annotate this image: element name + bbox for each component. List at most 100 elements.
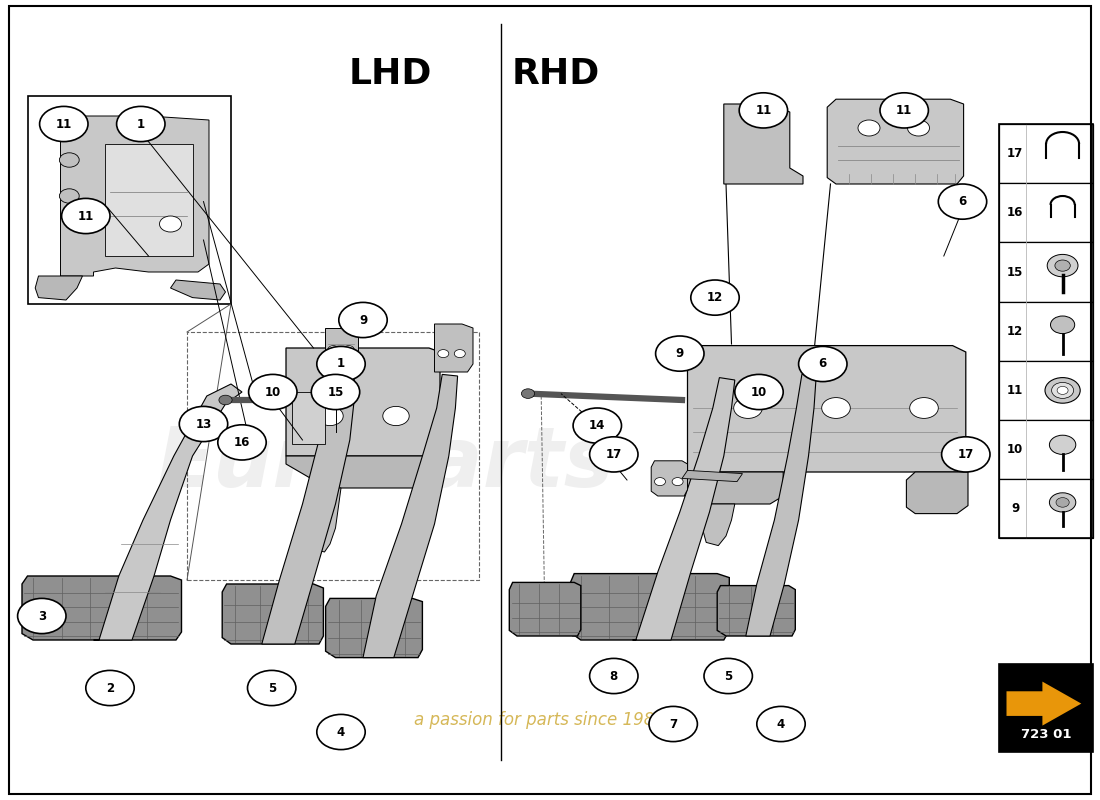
Circle shape <box>59 189 79 203</box>
Circle shape <box>739 93 788 128</box>
Circle shape <box>339 302 387 338</box>
Polygon shape <box>170 280 226 300</box>
Text: 9: 9 <box>1011 502 1020 515</box>
Circle shape <box>521 389 535 398</box>
Text: 15: 15 <box>328 386 343 398</box>
Bar <box>999 420 1093 479</box>
Circle shape <box>590 658 638 694</box>
Circle shape <box>454 350 465 358</box>
Polygon shape <box>1006 682 1081 726</box>
Circle shape <box>72 212 94 228</box>
Text: 17: 17 <box>1008 147 1023 160</box>
Text: 13: 13 <box>196 418 211 430</box>
Polygon shape <box>827 99 964 184</box>
Text: 12: 12 <box>1008 325 1023 338</box>
Circle shape <box>704 658 752 694</box>
Circle shape <box>218 425 266 460</box>
Circle shape <box>799 346 847 382</box>
Circle shape <box>1057 386 1068 394</box>
Circle shape <box>62 198 110 234</box>
Circle shape <box>1049 435 1076 454</box>
Circle shape <box>1052 382 1074 398</box>
Text: 17: 17 <box>958 448 974 461</box>
Text: 9: 9 <box>359 314 367 326</box>
Circle shape <box>672 478 683 486</box>
Circle shape <box>59 153 79 167</box>
Circle shape <box>317 714 365 750</box>
Circle shape <box>649 706 697 742</box>
Bar <box>187 332 478 580</box>
Circle shape <box>822 398 850 418</box>
Circle shape <box>656 336 704 371</box>
Circle shape <box>1045 378 1080 403</box>
Text: 16: 16 <box>234 436 250 449</box>
Polygon shape <box>60 116 209 276</box>
Text: 10: 10 <box>1008 443 1023 456</box>
Text: 11: 11 <box>56 118 72 130</box>
Text: a passion for parts since 1985: a passion for parts since 1985 <box>414 711 664 729</box>
Text: 723 01: 723 01 <box>1021 728 1071 741</box>
Text: 11: 11 <box>756 104 771 117</box>
Circle shape <box>86 670 134 706</box>
Polygon shape <box>680 472 783 504</box>
Circle shape <box>734 398 762 418</box>
Circle shape <box>249 374 297 410</box>
Polygon shape <box>324 328 358 368</box>
Text: 14: 14 <box>590 419 605 432</box>
Bar <box>999 183 1093 242</box>
Text: 10: 10 <box>751 386 767 398</box>
Polygon shape <box>688 346 966 472</box>
Circle shape <box>311 374 360 410</box>
Bar <box>999 124 1093 538</box>
Polygon shape <box>746 374 816 636</box>
Text: 11: 11 <box>78 210 94 222</box>
Text: 17: 17 <box>606 448 621 461</box>
Text: 6: 6 <box>818 358 827 370</box>
Polygon shape <box>363 374 458 658</box>
Circle shape <box>117 106 165 142</box>
Circle shape <box>317 406 343 426</box>
Circle shape <box>383 406 409 426</box>
Circle shape <box>1056 498 1069 507</box>
Circle shape <box>1049 493 1076 512</box>
Circle shape <box>18 598 66 634</box>
Circle shape <box>858 120 880 136</box>
Text: 15: 15 <box>1008 266 1023 278</box>
Polygon shape <box>286 348 440 456</box>
Polygon shape <box>717 586 795 636</box>
Circle shape <box>573 408 622 443</box>
Bar <box>28 96 231 304</box>
Polygon shape <box>570 574 729 640</box>
Polygon shape <box>292 392 324 444</box>
Text: 5: 5 <box>724 670 733 682</box>
Circle shape <box>590 437 638 472</box>
Text: 5: 5 <box>267 682 276 694</box>
Polygon shape <box>222 584 323 644</box>
Text: 9: 9 <box>675 347 684 360</box>
Circle shape <box>908 120 930 136</box>
Polygon shape <box>434 324 473 372</box>
Text: 4: 4 <box>777 718 785 730</box>
Polygon shape <box>286 456 429 488</box>
Polygon shape <box>702 504 735 546</box>
Circle shape <box>880 93 928 128</box>
Text: RHD: RHD <box>512 57 600 90</box>
Circle shape <box>179 406 228 442</box>
Polygon shape <box>35 276 82 300</box>
Text: 2: 2 <box>106 682 114 694</box>
Text: 1: 1 <box>337 358 345 370</box>
Circle shape <box>317 346 365 382</box>
Circle shape <box>248 670 296 706</box>
Circle shape <box>1055 260 1070 271</box>
Text: 10: 10 <box>265 386 280 398</box>
Circle shape <box>654 478 666 486</box>
Polygon shape <box>682 470 742 482</box>
Circle shape <box>757 706 805 742</box>
Circle shape <box>735 374 783 410</box>
Circle shape <box>328 346 339 354</box>
Text: 11: 11 <box>896 104 912 117</box>
Polygon shape <box>632 378 735 640</box>
Circle shape <box>438 350 449 358</box>
Circle shape <box>691 280 739 315</box>
Text: 4: 4 <box>337 726 345 738</box>
